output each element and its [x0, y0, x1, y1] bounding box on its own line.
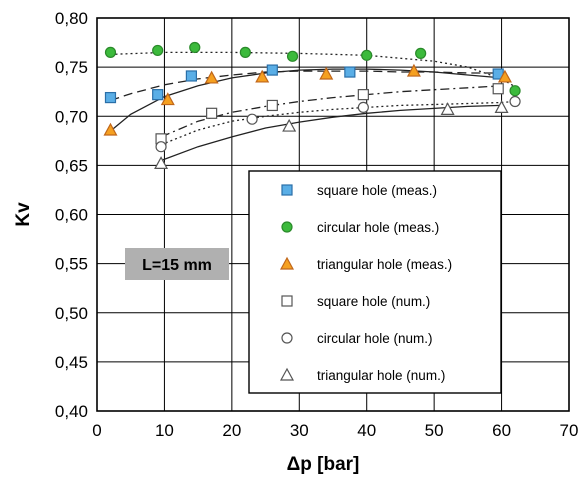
y-tick-label: 0,75: [55, 58, 88, 77]
marker-square: [206, 107, 218, 119]
marker-square: [185, 70, 197, 82]
legend-label: square hole (num.): [317, 294, 430, 309]
marker-triangle: [103, 122, 118, 136]
marker-square: [104, 91, 117, 104]
marker-circle: [281, 221, 293, 233]
legend-label: square hole (meas.): [317, 183, 437, 198]
marker-circle: [239, 46, 251, 58]
legend-label: triangular hole (meas.): [317, 257, 452, 272]
x-tick-label: 40: [357, 421, 376, 440]
y-tick-label: 0,65: [55, 156, 88, 175]
y-axis-title: Kv: [13, 202, 34, 227]
legend-box: [248, 170, 502, 394]
axes: 0 10 20 30 40 50 60 70 0,40 0,45 0,50 0,55 0,60 0,65 0…: [55, 9, 579, 440]
marker-triangle: [279, 256, 295, 270]
marker-square: [266, 64, 278, 76]
legend-label: triangular hole (num.): [317, 368, 445, 383]
marker-square: [357, 89, 369, 101]
x-tick-label: 10: [155, 421, 174, 440]
x-tick-label: 0: [92, 421, 101, 440]
marker-triangle: [440, 102, 455, 115]
marker-square: [152, 89, 164, 101]
marker-circle: [509, 85, 521, 97]
marker-square: [281, 295, 293, 307]
y-tick-label: 0,50: [55, 304, 88, 323]
x-tick-label: 30: [290, 421, 309, 440]
marker-circle: [104, 46, 117, 58]
plot-frame: [96, 17, 570, 412]
annotation-label: L=15 mm: [142, 257, 212, 274]
marker-triangle: [282, 118, 297, 132]
y-tick-label: 0,60: [55, 206, 88, 225]
marker-circle: [281, 332, 293, 344]
marker-circle: [357, 101, 369, 114]
legend-label: circular hole (num.): [317, 331, 433, 346]
y-tick-label: 0,45: [55, 353, 88, 372]
marker-square: [266, 99, 278, 112]
marker-triangle: [494, 100, 509, 114]
x-tick-label: 60: [492, 421, 511, 440]
y-tick-label: 0,80: [55, 9, 88, 28]
marker-triangle: [160, 92, 175, 106]
x-tick-label: 70: [560, 421, 579, 440]
marker-circle: [286, 50, 299, 62]
marker-circle: [152, 44, 164, 57]
marker-triangle: [319, 66, 334, 80]
legend: square hole (meas.) circular hole (meas.)…: [248, 170, 502, 394]
marker-circle: [246, 113, 258, 125]
marker-square: [344, 66, 356, 78]
fit-curve-4: [160, 85, 502, 138]
marker-triangle: [255, 69, 270, 83]
marker-square: [492, 83, 504, 95]
legend-label: circular hole (meas.): [317, 220, 439, 235]
data-markers: [103, 41, 521, 170]
annotation-box: L=15 mm: [125, 248, 229, 280]
fit-curve-3: [110, 68, 502, 132]
marker-triangle: [279, 367, 295, 381]
x-tick-label: 50: [425, 421, 444, 440]
marker-triangle: [154, 156, 169, 170]
y-tick-label: 0,40: [55, 402, 88, 421]
annotation-background: [125, 248, 229, 280]
marker-circle: [189, 41, 201, 54]
marker-circle: [155, 141, 167, 153]
x-axis-title: Δp [bar]: [287, 454, 360, 475]
y-tick-label: 0,70: [55, 107, 88, 126]
marker-circle: [415, 47, 427, 59]
marker-triangle: [204, 70, 219, 84]
marker-circle: [361, 49, 373, 61]
marker-triangle: [497, 69, 512, 83]
marker-triangle: [406, 63, 421, 77]
x-tick-label: 20: [222, 421, 241, 440]
y-tick-label: 0,55: [55, 255, 88, 274]
marker-square: [281, 184, 293, 196]
marker-circle: [509, 95, 521, 108]
